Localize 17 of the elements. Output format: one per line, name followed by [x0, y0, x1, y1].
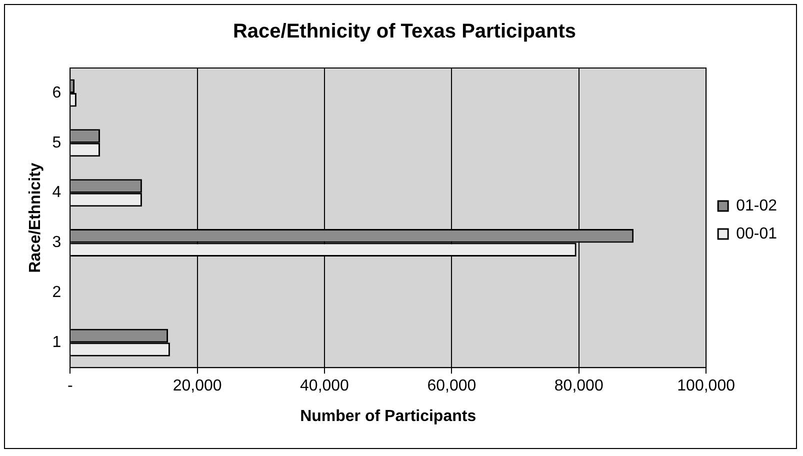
chart-title: Race/Ethnicity of Texas Participants [232, 20, 576, 43]
y-axis-title: Race/Ethnicity [27, 162, 44, 273]
y-tick-label: 2 [52, 284, 62, 302]
y-tick-label: 4 [52, 184, 62, 202]
y-tick-label: 6 [52, 84, 62, 102]
y-tick-label: 3 [52, 234, 62, 252]
y-tick-label: 1 [52, 334, 62, 352]
x-tick-label: 20,000 [172, 378, 222, 395]
legend-label: 00-01 [736, 225, 778, 242]
y-tick-label: 5 [52, 134, 62, 152]
x-tick-label: 60,000 [427, 378, 476, 395]
x-tick-label: 40,000 [300, 378, 350, 395]
x-tick-label: 100,000 [677, 378, 736, 395]
x-tick-label: 80,000 [554, 378, 604, 395]
x-tick-label: - [67, 378, 73, 395]
x-axis-title: Number of Participants [300, 408, 476, 425]
legend-label: 01-02 [736, 197, 778, 214]
